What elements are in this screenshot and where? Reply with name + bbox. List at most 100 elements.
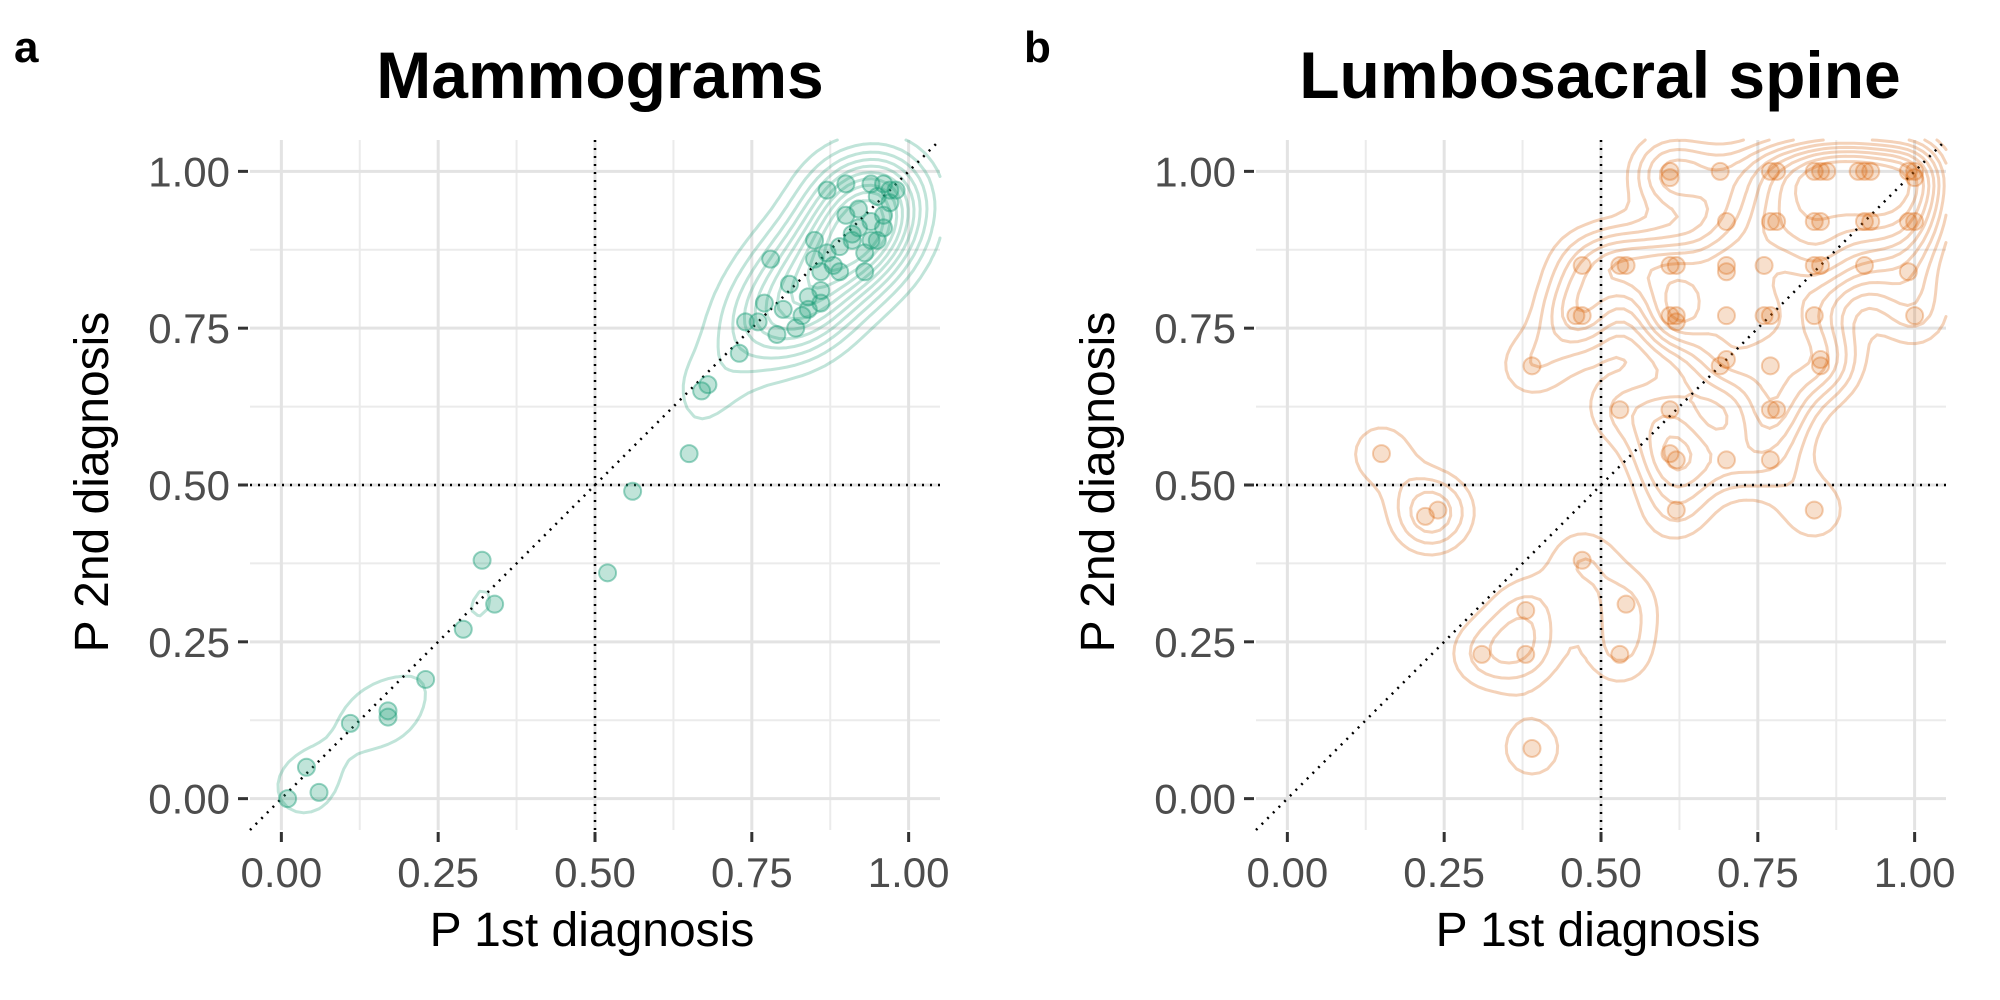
data-point (378, 707, 398, 727)
data-point (1666, 500, 1686, 520)
data-point (1716, 262, 1736, 282)
data-point (861, 230, 881, 250)
data-point (1660, 255, 1680, 275)
data-point (861, 174, 881, 194)
data-point (761, 249, 781, 269)
data-point (1572, 550, 1592, 570)
data-point (1811, 161, 1831, 181)
data-point (1760, 161, 1780, 181)
chart-title: Mammograms (376, 38, 823, 112)
data-point (623, 481, 643, 501)
axes: 0.00 0.25 0.50 0.75 1.00 0.00 0.25 0.50 0.75 1.00 (148, 148, 949, 896)
y-tick-label: 0.50 (148, 462, 230, 509)
data-point (1854, 212, 1874, 232)
data-point (736, 312, 756, 332)
x-tick-label: 0.25 (397, 849, 479, 896)
data-point (867, 230, 887, 250)
y-axis-label: P 2nd diagnosis (1072, 312, 1125, 653)
data-point (1660, 444, 1680, 464)
data-point (842, 230, 862, 250)
data-point (779, 274, 799, 294)
data-point (842, 224, 862, 244)
data-point (378, 701, 398, 721)
x-axis-label: P 1st diagnosis (430, 904, 755, 957)
data-point (1472, 644, 1492, 664)
data-point (1811, 356, 1831, 376)
data-point (340, 713, 360, 733)
data-point (296, 757, 316, 777)
data-point (1861, 161, 1881, 181)
data-point (1767, 400, 1787, 420)
data-point (874, 205, 894, 225)
data-point (1716, 212, 1736, 232)
data-point (1905, 161, 1925, 181)
data-point (874, 174, 894, 194)
data-point (1767, 161, 1787, 181)
data-point (1811, 350, 1831, 370)
data-points (278, 174, 906, 809)
data-point (1854, 255, 1874, 275)
data-point (1716, 255, 1736, 275)
data-point (692, 381, 712, 401)
data-point (485, 594, 505, 614)
y-tick-label: 0.00 (1154, 776, 1236, 823)
data-point (1660, 400, 1680, 420)
data-point (880, 180, 900, 200)
data-point (748, 312, 768, 332)
x-tick-label: 0.50 (1560, 849, 1642, 896)
chart-title: Lumbosacral spine (1299, 38, 1901, 112)
reference-lines (249, 139, 941, 831)
data-point (1804, 161, 1824, 181)
data-point (1861, 212, 1881, 232)
y-tick-label: 1.00 (1154, 148, 1236, 195)
data-point (1811, 212, 1831, 232)
data-point (1898, 262, 1918, 282)
data-point (1754, 255, 1774, 275)
data-point (1516, 600, 1536, 620)
data-point (1710, 161, 1730, 181)
data-point (1610, 644, 1630, 664)
density-contour (822, 199, 885, 272)
data-point (1898, 212, 1918, 232)
density-contour (1664, 150, 1925, 323)
data-point (598, 563, 618, 583)
data-point (867, 186, 887, 206)
data-point (416, 669, 436, 689)
density-contour (731, 150, 929, 360)
data-point (1660, 168, 1680, 188)
y-tick-label: 1.00 (148, 148, 230, 195)
data-point (453, 619, 473, 639)
panel-letter: b (1024, 23, 1051, 72)
data-point (278, 789, 298, 809)
data-point (811, 293, 831, 313)
y-tick-label: 0.75 (148, 305, 230, 352)
data-point (1760, 400, 1780, 420)
data-point (805, 249, 825, 269)
data-point (767, 324, 787, 344)
data-point (1854, 161, 1874, 181)
data-point (679, 444, 699, 464)
density-contour (753, 164, 916, 341)
x-tick-label: 1.00 (868, 849, 950, 896)
data-point (823, 255, 843, 275)
data-point (1905, 306, 1925, 326)
data-point (1666, 450, 1686, 470)
density-contour (1646, 145, 1931, 350)
data-point (874, 218, 894, 238)
data-point (817, 180, 837, 200)
data-point (1572, 255, 1592, 275)
x-tick-label: 0.75 (711, 849, 793, 896)
density-contour (764, 170, 910, 331)
data-point (1760, 450, 1780, 470)
density-contour (1607, 141, 1936, 402)
data-point (792, 306, 812, 326)
data-point (1572, 306, 1592, 326)
panel-lumbosacral-spine: b Lumbosacral spine P 1st diagnosis P 2n… (1024, 23, 1956, 957)
data-point (886, 180, 906, 200)
data-point (1666, 306, 1686, 326)
data-point (1522, 738, 1542, 758)
data-point (1666, 255, 1686, 275)
data-point (1804, 500, 1824, 520)
density-contour (1396, 138, 1948, 680)
